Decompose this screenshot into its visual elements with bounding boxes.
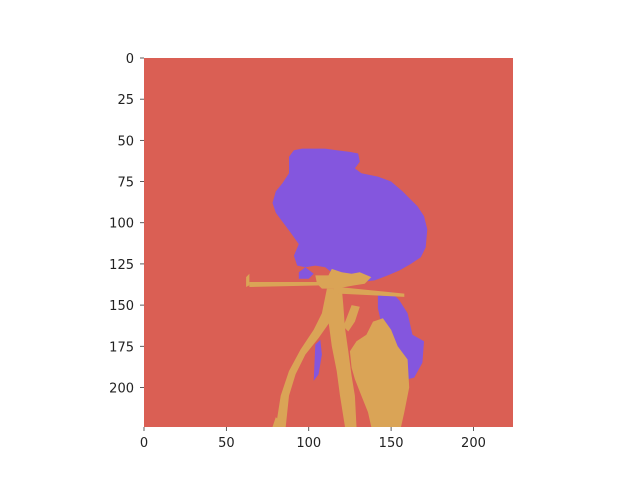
rider-mask-region <box>377 291 424 381</box>
bicycle-mask-region <box>275 288 334 427</box>
y-tick-label: 125 <box>109 258 134 273</box>
y-tick-label: 25 <box>117 93 134 108</box>
x-tick-label: 150 <box>379 436 404 451</box>
segmentation-masks <box>246 148 428 427</box>
y-tick-label: 150 <box>109 299 134 314</box>
x-axis: 0 50 100 150 200 <box>140 427 486 451</box>
bicycle-mask-region <box>246 273 250 287</box>
rider-mask-region <box>298 267 314 279</box>
y-tick-label: 75 <box>117 176 134 191</box>
y-axis: 0 25 50 75 100 125 150 175 200 <box>109 52 144 396</box>
x-tick-label: 50 <box>218 436 235 451</box>
bicycle-mask-region <box>315 268 372 289</box>
bicycle-mask-region <box>349 318 410 427</box>
bicycle-mask-region <box>272 417 283 427</box>
bicycle-mask-region <box>328 287 357 427</box>
plot-area <box>144 58 513 427</box>
bicycle-mask-region <box>343 305 360 332</box>
x-tick-label: 100 <box>296 436 321 451</box>
bicycle-mask-region <box>338 287 405 297</box>
rider-mask-region <box>272 148 428 282</box>
x-tick-label: 200 <box>461 436 486 451</box>
y-tick-label: 50 <box>117 134 134 149</box>
rider-mask-region <box>313 339 322 381</box>
x-tick-label: 0 <box>140 436 148 451</box>
y-tick-label: 100 <box>109 217 134 232</box>
y-tick-label: 175 <box>109 340 134 355</box>
y-tick-label: 200 <box>109 381 134 396</box>
y-tick-label: 0 <box>126 52 134 67</box>
bicycle-mask-region <box>249 282 327 287</box>
